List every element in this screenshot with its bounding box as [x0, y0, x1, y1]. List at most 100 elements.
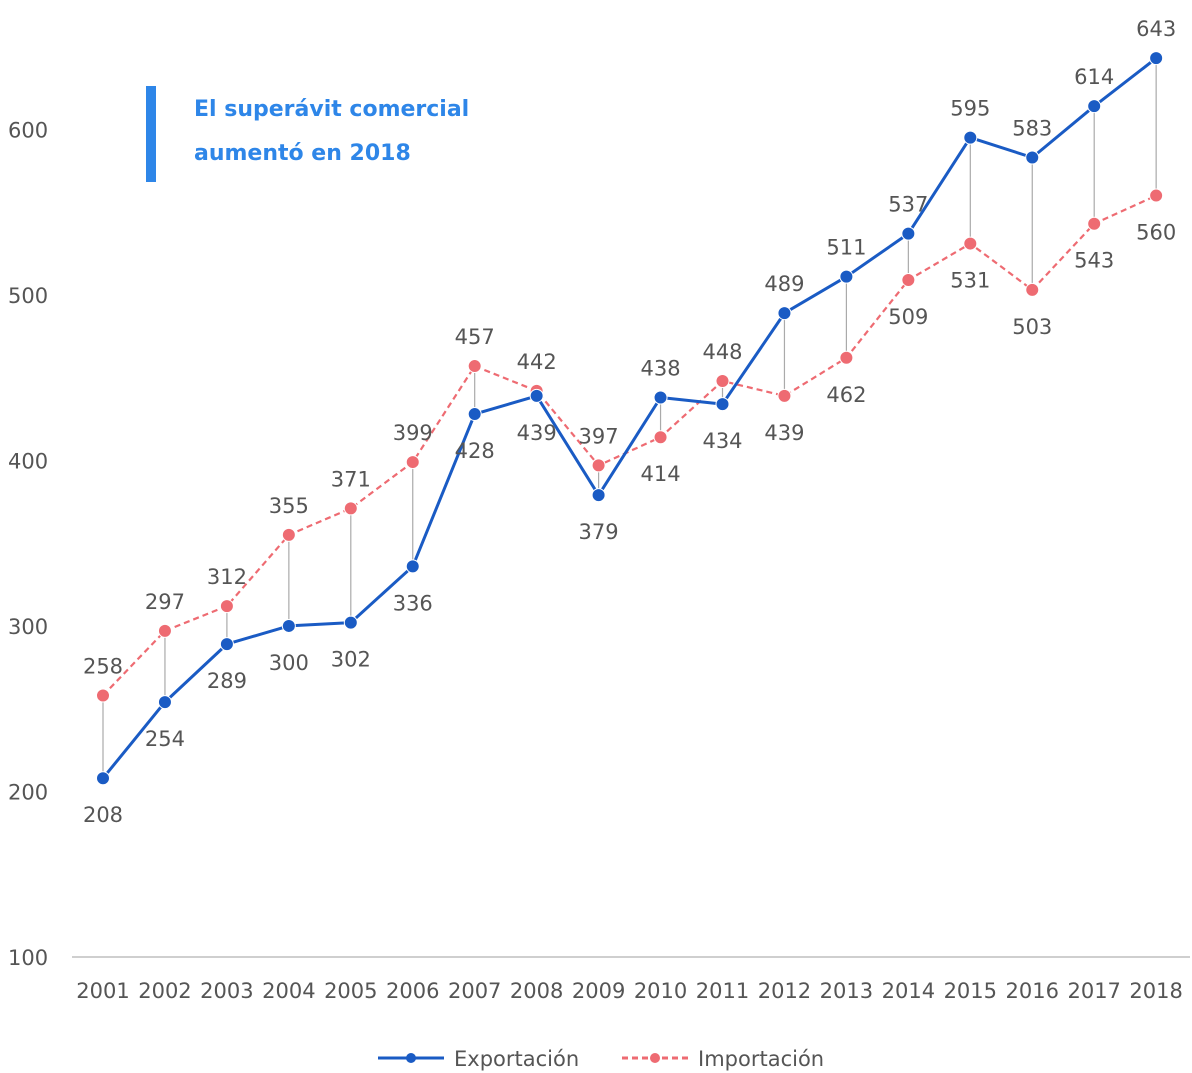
- data-point-exportacion: [467, 407, 482, 422]
- y-tick-label: 500: [8, 284, 48, 308]
- data-label-importacion: 560: [1136, 221, 1176, 245]
- y-tick-label: 600: [8, 118, 48, 142]
- data-label-exportacion: 595: [950, 97, 990, 121]
- data-label-exportacion: 489: [764, 272, 804, 296]
- data-point-importacion: [157, 623, 172, 638]
- annotation-line-1: El superávit comercial: [194, 97, 469, 122]
- series-line-importacion: [102, 194, 1157, 697]
- data-point-importacion: [219, 599, 234, 614]
- data-label-importacion: 355: [269, 494, 309, 518]
- data-point-importacion: [839, 350, 854, 365]
- data-point-exportacion: [281, 618, 296, 633]
- data-point-importacion: [96, 688, 110, 703]
- y-tick-label: 100: [8, 946, 48, 970]
- x-tick-label: 2017: [1067, 979, 1120, 1003]
- data-point-exportacion: [1025, 150, 1040, 165]
- data-label-importacion: 399: [393, 421, 433, 445]
- data-label-exportacion: 254: [145, 727, 185, 751]
- data-label-importacion: 442: [517, 350, 557, 374]
- y-tick-label: 200: [8, 780, 48, 804]
- data-point-importacion: [715, 373, 730, 388]
- data-point-importacion: [1025, 282, 1040, 297]
- data-label-exportacion: 208: [83, 803, 123, 827]
- x-tick-label: 2013: [820, 979, 873, 1003]
- data-label-importacion: 457: [455, 325, 495, 349]
- data-point-importacion: [281, 527, 296, 542]
- data-point-exportacion: [529, 388, 544, 403]
- data-point-importacion: [777, 388, 792, 403]
- y-tick-label: 400: [8, 449, 48, 473]
- y-tick-label: 300: [8, 615, 48, 639]
- data-point-exportacion: [963, 130, 978, 145]
- legend-swatch-marker-exportacion: [406, 1053, 416, 1063]
- data-label-exportacion: 289: [207, 669, 247, 693]
- data-label-importacion: 258: [83, 654, 123, 678]
- data-point-importacion: [963, 236, 978, 251]
- x-tick-label: 2016: [1006, 979, 1059, 1003]
- x-tick-label: 2007: [448, 979, 501, 1003]
- data-label-importacion: 448: [702, 340, 742, 364]
- data-label-importacion: 297: [145, 590, 185, 614]
- data-label-exportacion: 439: [517, 421, 557, 445]
- data-label-exportacion: 428: [455, 439, 495, 463]
- x-tick-label: 2002: [138, 979, 191, 1003]
- data-point-exportacion: [96, 771, 110, 786]
- data-point-importacion: [405, 455, 420, 470]
- data-point-exportacion: [591, 488, 606, 503]
- data-point-exportacion: [405, 559, 420, 574]
- data-point-exportacion: [343, 615, 358, 630]
- x-tick-label: 2010: [634, 979, 687, 1003]
- data-point-exportacion: [839, 269, 854, 284]
- legend-label-importacion: Importación: [698, 1047, 824, 1071]
- data-point-importacion: [467, 359, 482, 374]
- data-label-exportacion: 614: [1074, 65, 1114, 89]
- data-label-exportacion: 300: [269, 651, 309, 675]
- legend: Exportación Importación: [378, 1047, 824, 1071]
- x-tick-label: 2011: [696, 979, 749, 1003]
- annotation-accent-bar: [146, 86, 156, 182]
- x-tick-label: 2012: [758, 979, 811, 1003]
- data-point-importacion: [1149, 188, 1164, 203]
- data-label-exportacion: 379: [579, 520, 619, 544]
- data-label-importacion: 543: [1074, 249, 1114, 273]
- data-point-exportacion: [901, 226, 916, 241]
- difference-connectors: [102, 58, 1157, 779]
- data-point-exportacion: [715, 397, 730, 412]
- data-label-importacion: 509: [888, 305, 928, 329]
- data-point-exportacion: [1149, 51, 1164, 66]
- legend-swatch-marker-importacion: [650, 1053, 660, 1063]
- x-tick-label: 2008: [510, 979, 563, 1003]
- series-group: [96, 51, 1164, 786]
- data-label-exportacion: 511: [826, 236, 866, 260]
- legend-item-exportacion: Exportación: [378, 1047, 579, 1071]
- data-label-exportacion: 438: [641, 357, 681, 381]
- x-tick-label: 2003: [200, 979, 253, 1003]
- x-tick-label: 2006: [386, 979, 439, 1003]
- data-label-importacion: 503: [1012, 315, 1052, 339]
- x-tick-label: 2018: [1129, 979, 1182, 1003]
- annotation: El superávit comercial aumentó en 2018: [146, 86, 469, 182]
- data-label-importacion: 397: [579, 424, 619, 448]
- data-point-exportacion: [1087, 99, 1102, 114]
- data-point-importacion: [653, 430, 668, 445]
- data-label-exportacion: 302: [331, 648, 371, 672]
- data-label-exportacion: 583: [1012, 116, 1052, 140]
- data-label-exportacion: 643: [1136, 17, 1176, 41]
- data-label-importacion: 371: [331, 467, 371, 491]
- x-tick-label: 2001: [76, 979, 129, 1003]
- data-point-importacion: [343, 501, 358, 516]
- data-label-importacion: 312: [207, 565, 247, 589]
- x-tick-label: 2004: [262, 979, 315, 1003]
- data-labels: 208 258 254 297 289 312 300 355 302 371 336 399 428 4…: [83, 17, 1176, 827]
- data-point-importacion: [1087, 216, 1102, 231]
- series-line-exportacion: [101, 57, 1158, 780]
- data-point-importacion: [591, 458, 606, 473]
- legend-label-exportacion: Exportación: [454, 1047, 579, 1071]
- data-label-importacion: 462: [826, 383, 866, 407]
- data-label-exportacion: 434: [702, 429, 742, 453]
- x-tick-label: 2015: [944, 979, 997, 1003]
- data-label-exportacion: 537: [888, 193, 928, 217]
- x-axis-ticks: 2001 2002 2003 2004 2005 2006 2007 2008 2009 2010…: [76, 979, 1183, 1003]
